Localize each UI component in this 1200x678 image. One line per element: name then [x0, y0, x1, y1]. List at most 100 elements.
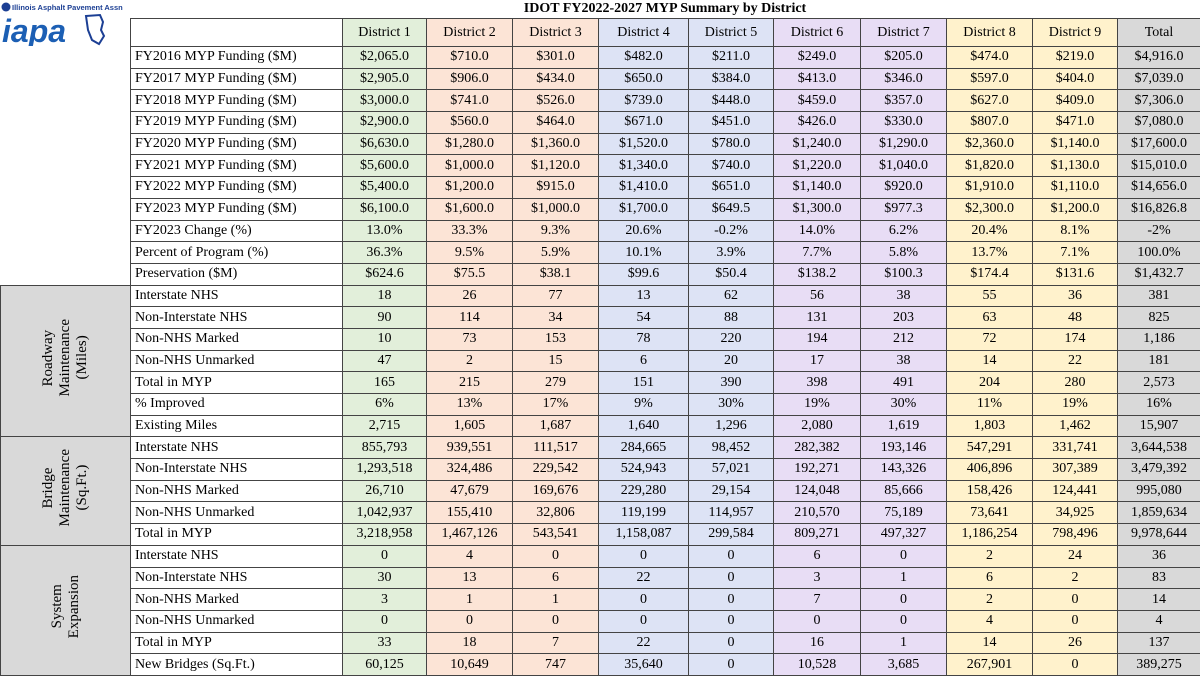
cell-value: 4	[426, 544, 513, 568]
cell-value: 809,271	[773, 523, 861, 546]
cell-value: 1	[860, 566, 947, 590]
cell-value: 55	[946, 284, 1033, 308]
cell-value: 13.0%	[342, 219, 427, 243]
cell-value: $710.0	[426, 46, 513, 69]
cell-value: 389,275	[1117, 653, 1200, 676]
cell-value: 229,542	[512, 458, 599, 481]
cell-value: $526.0	[512, 89, 599, 113]
cell-value: 2	[426, 349, 513, 373]
cell-value: $739.0	[598, 89, 689, 113]
row-label: Preservation ($M)	[130, 262, 343, 286]
cell-value: 78	[598, 327, 689, 351]
cell-value: $2,360.0	[946, 132, 1033, 156]
cell-value: $1,000.0	[426, 154, 513, 178]
cell-value: 32,806	[512, 501, 599, 525]
cell-value: -2%	[1117, 219, 1200, 243]
cell-value: 137	[1117, 631, 1200, 655]
cell-value: 284,665	[598, 436, 689, 460]
data-row: FY2016 MYP Funding ($M) $2,065.0 $710.0 $30…	[1, 46, 1200, 69]
cell-value: 220	[688, 327, 774, 351]
cell-value: 1	[860, 631, 947, 655]
cell-value: 11%	[946, 393, 1033, 416]
column-header: District 5	[688, 18, 774, 47]
cell-value: $651.0	[688, 176, 774, 199]
cell-value: 151	[598, 371, 689, 394]
cell-value: 15	[512, 349, 599, 373]
cell-value: $459.0	[773, 89, 861, 113]
blank-cell	[1, 19, 131, 47]
data-row: Preservation ($M) $624.6 $75.5 $38.1 $99.6 $5…	[1, 262, 1200, 286]
cell-value: $740.0	[688, 154, 774, 178]
cell-value: 267,901	[946, 653, 1033, 676]
cell-value: $482.0	[598, 46, 689, 69]
section-text: Bridge Maintenance (Sq.Ft.)	[40, 449, 91, 526]
cell-value: 24	[1032, 544, 1118, 568]
cell-value: $1,432.7	[1117, 262, 1200, 286]
cell-value: 204	[946, 371, 1033, 394]
cell-value: 34	[512, 306, 599, 329]
row-label: % Improved	[130, 393, 343, 416]
data-row: FY2023 MYP Funding ($M) $6,100.0 $1,600.0 $…	[1, 197, 1200, 221]
cell-value: 36.3%	[342, 241, 427, 264]
cell-value: 38	[860, 349, 947, 373]
cell-value: 0	[512, 544, 599, 568]
cell-value: 0	[598, 588, 689, 611]
cell-value: $1,410.0	[598, 176, 689, 199]
cell-value: $597.0	[946, 67, 1033, 91]
cell-value: 0	[860, 544, 947, 568]
cell-value: $560.0	[426, 111, 513, 134]
cell-value: $205.0	[860, 46, 947, 69]
row-label: FY2022 MYP Funding ($M)	[130, 176, 343, 199]
cell-value: 0	[773, 609, 861, 633]
cell-value: 307,389	[1032, 458, 1118, 481]
cell-value: 1,158,087	[598, 523, 689, 546]
cell-value: $14,656.0	[1117, 176, 1200, 199]
row-label: Non-NHS Marked	[130, 588, 343, 611]
cell-value: 0	[860, 609, 947, 633]
cell-value: 17%	[512, 393, 599, 416]
cell-value: 0	[342, 609, 427, 633]
cell-value: 34,925	[1032, 501, 1118, 525]
section-line: (Miles)	[74, 335, 90, 380]
data-row: New Bridges (Sq.Ft.) 60,125 10,649 747 35,64…	[1, 653, 1200, 676]
cell-value: 22	[598, 631, 689, 655]
cell-value: 62	[688, 284, 774, 308]
row-label: Non-Interstate NHS	[130, 458, 343, 481]
cell-value: $1,520.0	[598, 132, 689, 156]
cell-value: 18	[426, 631, 513, 655]
cell-value: $650.0	[598, 67, 689, 91]
data-row: FY2019 MYP Funding ($M) $2,900.0 $560.0 $46…	[1, 111, 1200, 134]
row-label: Percent of Program (%)	[130, 241, 343, 264]
cell-value: 524,943	[598, 458, 689, 481]
cell-value: $17,600.0	[1117, 132, 1200, 156]
cell-value: 192,271	[773, 458, 861, 481]
cell-value: 26	[426, 284, 513, 308]
cell-value: 20.4%	[946, 219, 1033, 243]
cell-value: 111,517	[512, 436, 599, 460]
cell-value: 7.1%	[1032, 241, 1118, 264]
cell-value: $301.0	[512, 46, 599, 69]
cell-value: 3	[773, 566, 861, 590]
cell-value: 124,048	[773, 479, 861, 503]
column-header: District 3	[512, 18, 599, 47]
row-label: Interstate NHS	[130, 544, 343, 568]
cell-value: $624.6	[342, 262, 427, 286]
cell-value: 1,803	[946, 414, 1033, 438]
cell-value: $1,340.0	[598, 154, 689, 178]
cell-value: 8.1%	[1032, 219, 1118, 243]
data-row: Non-NHS Unmarked 0 0 0 0 0 0 0 4 0 4	[1, 609, 1200, 633]
cell-value: 855,793	[342, 436, 427, 460]
cell-value: $977.3	[860, 197, 947, 221]
cell-value: $75.5	[426, 262, 513, 286]
cell-value: 1,859,634	[1117, 501, 1200, 525]
row-label: Non-NHS Unmarked	[130, 501, 343, 525]
section-line: Expansion	[65, 575, 82, 639]
row-label: Existing Miles	[130, 414, 343, 438]
cell-value: 0	[688, 588, 774, 611]
cell-value: 1,462	[1032, 414, 1118, 438]
column-header: Total	[1117, 18, 1200, 47]
data-row: Non-NHS Marked 26,710 47,679 169,676 229,280…	[1, 479, 1200, 503]
cell-value: 1,296	[688, 414, 774, 438]
cell-value: $50.4	[688, 262, 774, 286]
